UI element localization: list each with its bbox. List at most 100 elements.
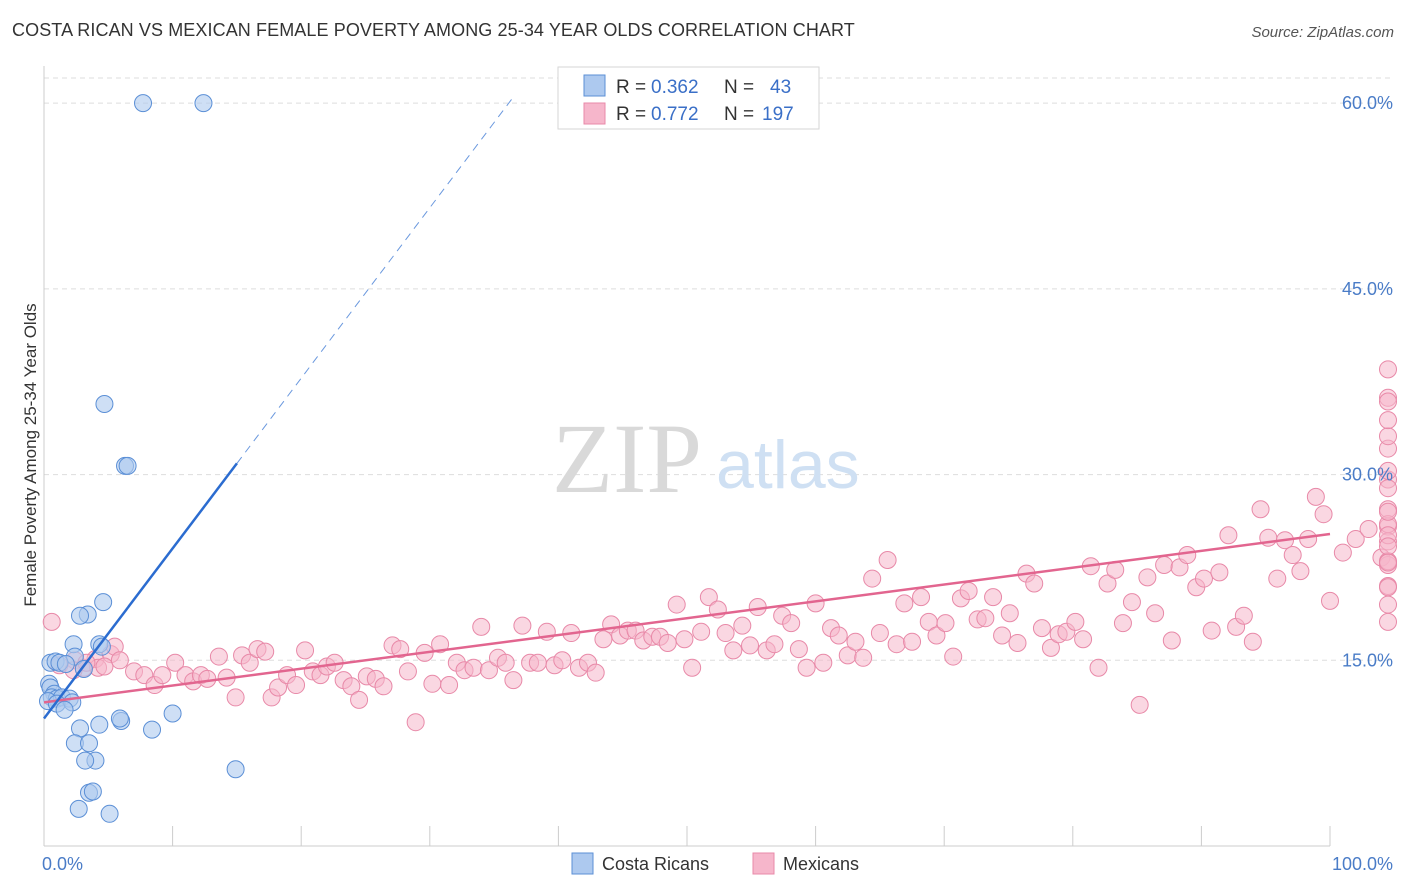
chart-title: COSTA RICAN VS MEXICAN FEMALE POVERTY AM… — [12, 20, 855, 40]
mexican-point — [1314, 505, 1333, 524]
mexican-point — [1066, 612, 1085, 631]
costa-rican-point — [143, 720, 162, 739]
mexican-point — [1234, 606, 1253, 625]
mexican-point — [1333, 543, 1352, 562]
mexican-point — [1113, 614, 1132, 633]
mexican-point — [936, 614, 955, 633]
mexican-point — [782, 614, 801, 633]
mexican-point — [287, 676, 306, 695]
costa-ricans-trend-extension — [236, 96, 514, 464]
mexican-point — [993, 626, 1012, 645]
costa-rican-point — [71, 606, 90, 625]
mexican-point — [976, 609, 995, 628]
mexican-point — [513, 616, 532, 635]
mexican-point — [1379, 392, 1397, 411]
legend-box: R = 0.362 N = 43 R = 0.772 N = 197 — [557, 66, 820, 130]
mexican-point — [863, 569, 882, 588]
mexican-point — [95, 657, 114, 676]
mexican-point — [1379, 502, 1397, 521]
mexican-point — [1379, 537, 1397, 556]
mexican-point — [528, 653, 547, 672]
mexican-point — [1379, 578, 1397, 597]
legend-r-label-2: R = — [616, 104, 646, 125]
mexican-point — [1359, 520, 1378, 539]
chart-source: Source: ZipAtlas.com — [1251, 24, 1394, 41]
mexican-point — [209, 647, 228, 666]
mexican-point — [1000, 604, 1019, 623]
watermark-zip: ZIP — [552, 403, 702, 514]
mexican-point — [1146, 604, 1165, 623]
costa-rican-point — [55, 700, 74, 719]
mexican-point — [240, 653, 259, 672]
mexican-point — [1379, 411, 1397, 430]
mexican-point — [1089, 658, 1108, 677]
bottom-legend-swatch-costa-ricans — [571, 852, 594, 875]
mexican-point — [406, 713, 425, 732]
mexican-point — [733, 616, 752, 635]
costa-rican-point — [94, 593, 113, 612]
costa-rican-point — [134, 94, 153, 113]
mexican-point — [887, 635, 906, 654]
mexicans-points — [42, 360, 1397, 732]
costa-rican-point — [90, 715, 109, 734]
legend-n-label-1: N = — [724, 77, 754, 98]
legend-swatch-mexicans — [583, 102, 606, 125]
legend-r-value-2: 0.772 — [651, 104, 699, 125]
mexican-point — [166, 653, 185, 672]
y-tick-label: 30.0% — [1342, 465, 1393, 485]
mexican-point — [984, 588, 1003, 607]
grid-lines — [44, 77, 1394, 661]
mexican-point — [1321, 591, 1339, 610]
mexican-point — [895, 594, 914, 613]
mexican-point — [675, 630, 694, 649]
x-tick-label: 100.0% — [1332, 854, 1393, 874]
mexican-point — [504, 671, 523, 690]
legend-n-value-2: 197 — [762, 104, 794, 125]
bottom-legend-label-mexicans: Mexicans — [783, 854, 859, 874]
x-tick-label: 0.0% — [42, 854, 83, 874]
axes — [43, 66, 1331, 847]
mexican-point — [398, 662, 417, 681]
mexican-point — [350, 690, 369, 709]
mexican-point — [1291, 562, 1310, 581]
mexican-point — [789, 640, 808, 659]
mexican-point — [724, 641, 743, 660]
mexican-point — [1219, 526, 1238, 545]
costa-rican-point — [163, 704, 182, 723]
mexican-point — [912, 588, 931, 607]
mexican-point — [153, 666, 172, 685]
mexican-point — [1306, 487, 1325, 506]
mexican-point — [374, 677, 393, 696]
mexican-point — [1379, 612, 1397, 631]
mexican-point — [814, 653, 833, 672]
mexican-point — [1194, 569, 1213, 588]
costa-ricans-trend-line — [43, 462, 238, 720]
mexican-point — [269, 678, 288, 697]
mexican-point — [1130, 695, 1149, 714]
costa-rican-point — [92, 637, 111, 656]
mexican-point — [1210, 563, 1229, 582]
costa-rican-point — [83, 782, 102, 801]
mexican-point — [1299, 529, 1318, 548]
costa-rican-point — [80, 734, 99, 753]
mexican-point — [391, 640, 410, 659]
mexican-point — [1041, 638, 1060, 657]
mexican-point — [1178, 546, 1197, 565]
mexican-point — [1162, 631, 1181, 650]
mexican-point — [944, 647, 963, 666]
costa-rican-point — [110, 709, 129, 728]
mexican-point — [797, 658, 816, 677]
mexican-point — [716, 624, 735, 643]
watermark: ZIP atlas — [552, 403, 860, 514]
mexican-point — [496, 653, 515, 672]
mexican-point — [658, 633, 677, 652]
mexican-point — [423, 674, 442, 693]
legend-n-value-1: 43 — [770, 77, 791, 98]
bottom-legend-swatch-mexicans — [752, 852, 775, 875]
mexican-point — [1025, 574, 1044, 593]
mexican-point — [431, 635, 450, 654]
mexican-point — [1138, 568, 1157, 587]
mexican-point — [1122, 593, 1141, 612]
mexican-point — [878, 551, 897, 569]
